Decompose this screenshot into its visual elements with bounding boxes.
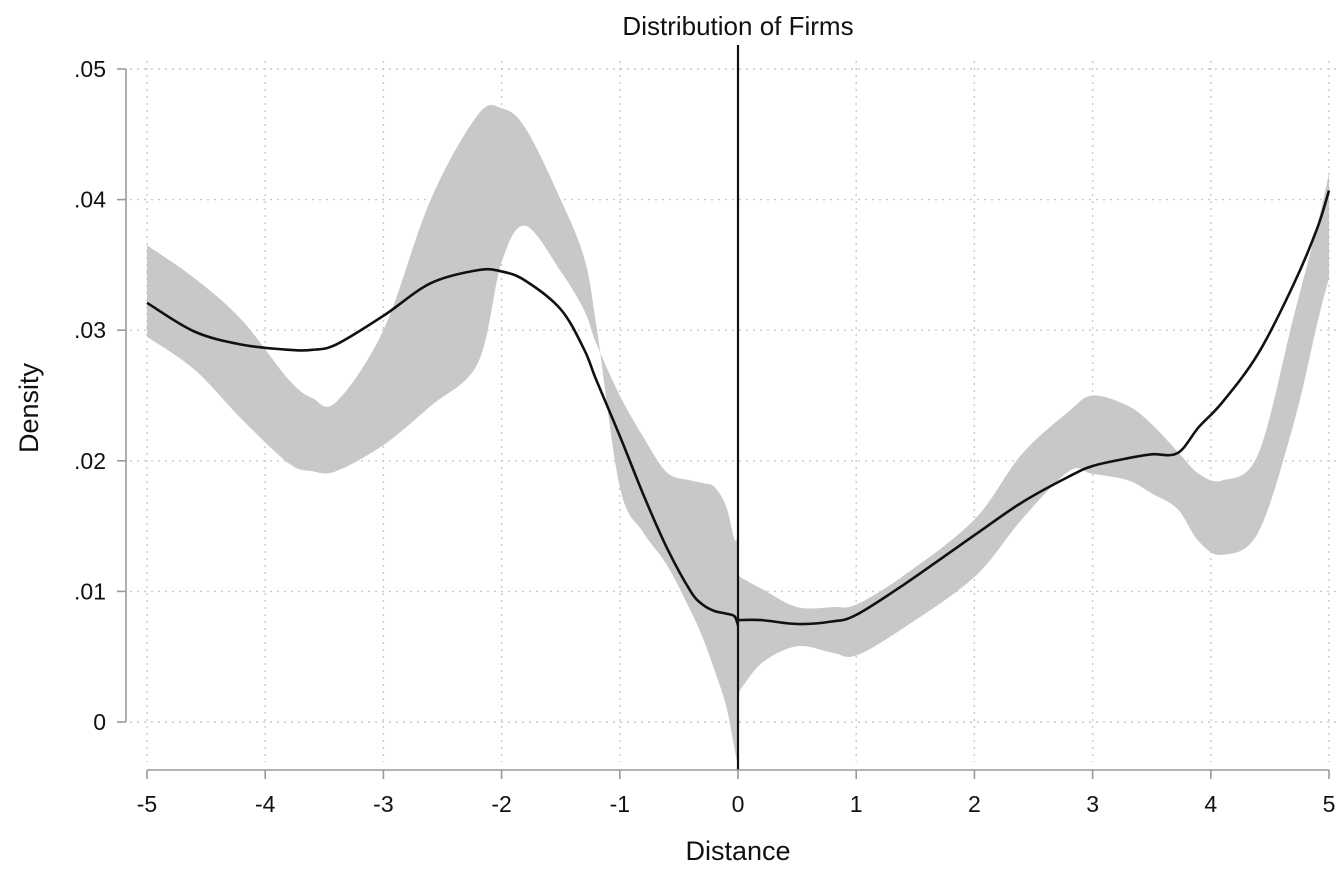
x-tick-label-5: 0 — [732, 791, 745, 817]
x-tick-label-2: -3 — [373, 791, 393, 817]
x-tick-label-4: -1 — [610, 791, 630, 817]
y-tick-label-5: .05 — [74, 56, 106, 82]
ci-band-left — [147, 104, 738, 768]
x-tick-label-1: -4 — [255, 791, 276, 817]
density-line-left — [146, 267, 740, 626]
x-axis-title: Distance — [685, 836, 790, 866]
chart-title: Distribution of Firms — [622, 11, 853, 41]
x-tick-label-7: 2 — [968, 791, 981, 817]
x-tick-label-10: 5 — [1323, 791, 1336, 817]
x-tick-label-3: -2 — [491, 791, 511, 817]
x-tick-label-6: 1 — [850, 791, 863, 817]
ci-band-right — [738, 173, 1329, 694]
x-tick-label-0: -5 — [137, 791, 157, 817]
y-tick-label-3: .03 — [74, 317, 106, 343]
y-tick-label-0: 0 — [93, 709, 106, 735]
y-tick-label-4: .04 — [74, 187, 106, 213]
density-lines — [146, 45, 1331, 770]
x-tick-label-8: 3 — [1086, 791, 1099, 817]
density-line-right — [737, 190, 1331, 626]
y-tick-label-1: .01 — [74, 578, 106, 604]
axes: 0 .01 .02 .03 .04 .05 -5 -4 -3 -2 -1 0 1 2 3 4 5 — [74, 56, 1335, 817]
y-tick-label-2: .02 — [74, 448, 106, 474]
x-tick-label-9: 4 — [1204, 791, 1217, 817]
y-axis-title: Density — [14, 362, 44, 453]
